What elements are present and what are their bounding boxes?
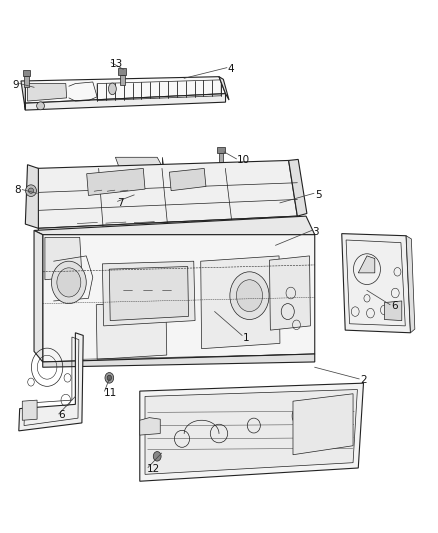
Polygon shape [289,159,307,216]
Text: 6: 6 [391,301,398,311]
Polygon shape [43,354,315,367]
Polygon shape [406,236,415,333]
Polygon shape [269,256,311,330]
Text: 11: 11 [104,387,117,398]
Ellipse shape [28,188,34,193]
Text: 3: 3 [313,227,319,237]
Polygon shape [34,230,43,362]
Polygon shape [110,266,188,320]
Polygon shape [23,70,30,76]
Text: 6: 6 [58,410,64,420]
Polygon shape [120,75,124,85]
Polygon shape [293,394,353,455]
Text: 9: 9 [12,80,19,90]
Polygon shape [22,400,37,420]
Polygon shape [116,157,162,167]
Text: 4: 4 [228,64,234,74]
Ellipse shape [109,83,116,95]
Polygon shape [43,235,315,362]
Polygon shape [87,168,145,196]
Polygon shape [102,261,195,326]
Text: 7: 7 [117,198,124,208]
Polygon shape [118,68,126,75]
Polygon shape [140,418,160,435]
Polygon shape [25,94,226,110]
Polygon shape [170,168,206,191]
Polygon shape [96,304,167,359]
Polygon shape [162,157,168,203]
Polygon shape [25,76,29,87]
Text: 13: 13 [110,59,124,69]
Ellipse shape [153,451,161,461]
Polygon shape [219,77,229,100]
Polygon shape [201,256,280,349]
Polygon shape [39,216,297,247]
Polygon shape [21,81,25,110]
Polygon shape [28,84,67,101]
Polygon shape [140,383,364,481]
Polygon shape [25,165,39,228]
Polygon shape [25,77,226,103]
Polygon shape [45,237,82,280]
Text: 10: 10 [237,156,250,165]
Ellipse shape [37,102,45,110]
Ellipse shape [51,261,86,304]
Polygon shape [358,256,375,273]
Text: 1: 1 [243,333,250,343]
Polygon shape [119,167,162,203]
Polygon shape [34,216,315,235]
Ellipse shape [107,375,112,381]
Ellipse shape [57,268,81,297]
Ellipse shape [105,373,114,383]
Polygon shape [19,333,83,431]
Polygon shape [35,160,297,228]
Ellipse shape [230,272,269,319]
Polygon shape [145,390,357,474]
Text: 5: 5 [315,190,321,200]
Ellipse shape [25,185,36,197]
Polygon shape [217,147,225,153]
Ellipse shape [237,280,262,312]
Polygon shape [342,233,410,333]
Text: 8: 8 [14,184,21,195]
Text: 2: 2 [360,375,367,385]
Text: 12: 12 [147,464,160,474]
Polygon shape [385,301,402,320]
Polygon shape [219,153,223,164]
